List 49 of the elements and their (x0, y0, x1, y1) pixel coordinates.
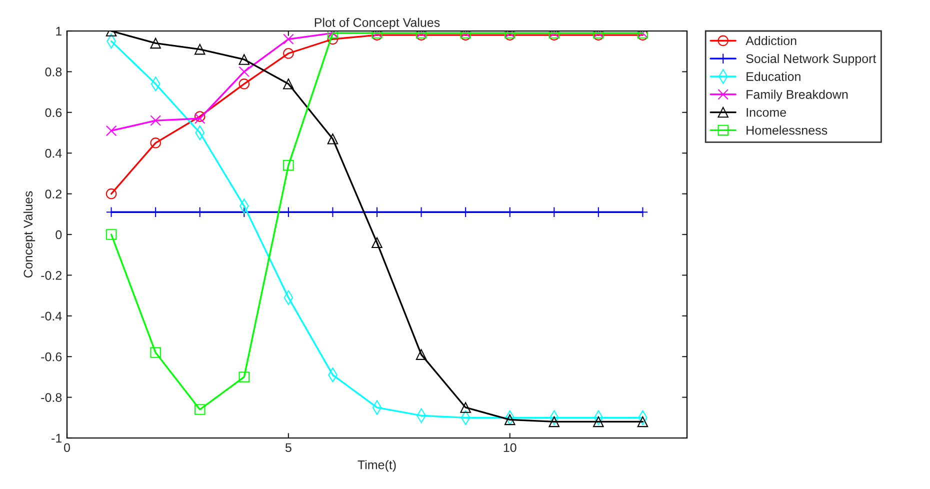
y-tick-label: 0 (56, 230, 62, 240)
y-tick-label: 0.6 (45, 108, 62, 118)
point (150, 38, 161, 49)
point (283, 78, 294, 90)
x-tick-label: 10 (504, 443, 516, 452)
point (238, 78, 250, 90)
y-tick-label: 0.4 (45, 148, 62, 158)
x-tick-label: 0 (64, 443, 70, 452)
legend-label: Homelessness (746, 126, 828, 135)
point (150, 347, 161, 358)
point (504, 414, 516, 426)
point (548, 416, 560, 428)
point (194, 44, 206, 55)
point (106, 229, 117, 240)
y-tick-label: -1 (52, 434, 62, 443)
legend-label: Income (746, 108, 786, 117)
y-tick-label: 0.2 (45, 190, 62, 198)
point (194, 404, 206, 415)
legend-label: Education (746, 72, 800, 81)
point (283, 160, 294, 171)
y-axis-title: Concept Values (23, 191, 36, 278)
y-tick-label: -0.6 (41, 352, 62, 362)
point (106, 125, 117, 136)
y-tick-label: -0.2 (41, 271, 62, 280)
y-tick-label: 0.8 (45, 68, 62, 76)
point (593, 416, 604, 428)
point (283, 48, 294, 59)
point (327, 34, 338, 45)
point (150, 115, 161, 126)
legend-label: Family Breakdown (746, 90, 848, 102)
point (150, 138, 161, 148)
x-tick-label: 5 (285, 443, 292, 452)
point (106, 188, 117, 200)
point (238, 372, 250, 382)
legend-label: Addiction (746, 36, 796, 46)
chart-title: Plot of Concept Values (314, 18, 440, 30)
point (637, 416, 648, 428)
point (283, 34, 294, 45)
point (238, 54, 250, 65)
point (327, 133, 338, 144)
point (416, 349, 427, 360)
legend-label: Social Network Support (746, 54, 876, 66)
point (460, 402, 471, 413)
point (372, 237, 382, 248)
y-tick-label: -0.4 (41, 312, 62, 321)
point (238, 66, 250, 78)
x-axis-title: Time(t) (358, 460, 396, 472)
y-tick-label: 1 (56, 26, 62, 36)
y-tick-label: -0.8 (41, 393, 62, 402)
